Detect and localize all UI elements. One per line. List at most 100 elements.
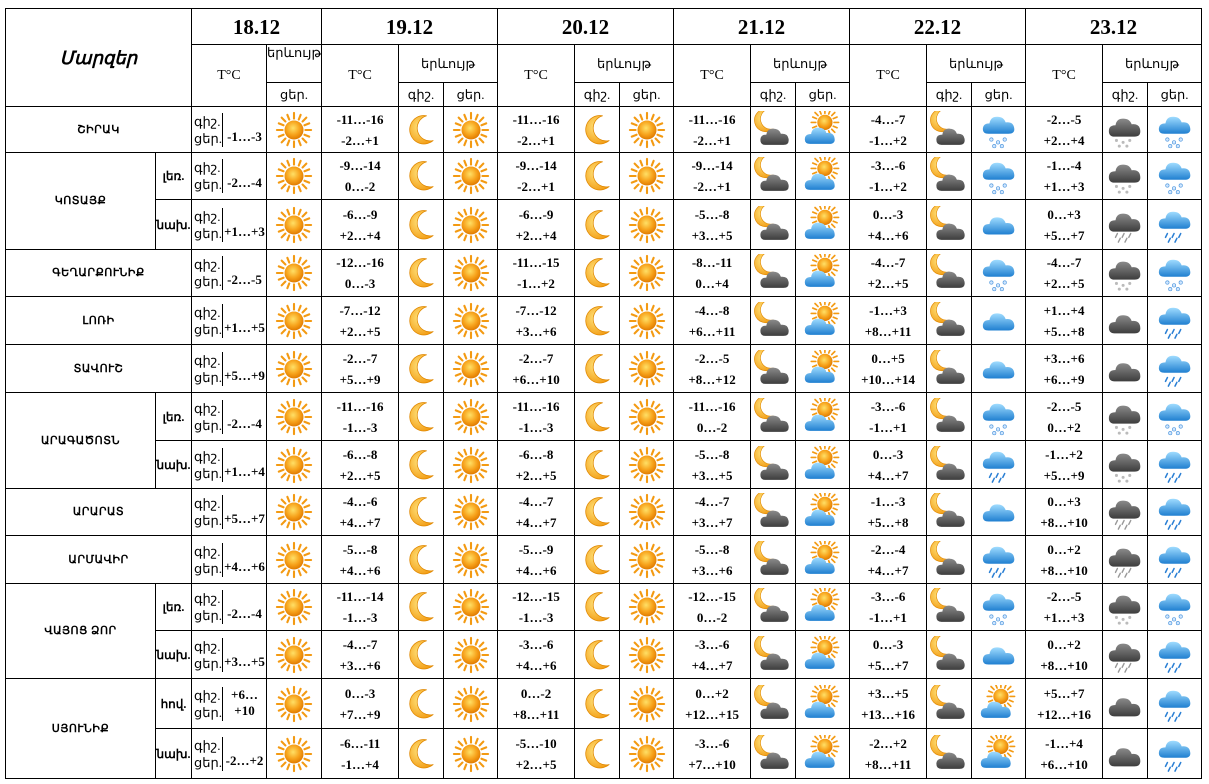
rain-icon [982,451,1014,483]
sun-icon [452,206,490,244]
moon-icon-cell [398,488,445,536]
night-day-label: գիշ. ցեր. [194,736,223,771]
temperature-range: -2…-4 +4…+7 [849,535,928,584]
sun-icon-cell [443,583,499,631]
region-name: ԼՈՌԻ [5,296,192,345]
moon-cloud-icon-cell [750,440,797,489]
temperature-range: -2…+2 +8…+11 [849,728,928,779]
moon-cloud-icon [930,540,965,575]
sun-icon-cell [619,152,675,200]
sun-cloud-icon [804,540,839,574]
temperature-range: -11…-16 -2…+1 [497,106,576,153]
moon-cloud-icon-cell [750,488,797,536]
moon-cloud-icon-cell [926,199,973,250]
temperature-range: -5…-9 +4…+6 [497,535,576,584]
moon-icon-cell [398,630,445,679]
moon-cloud-icon-cell [926,440,973,489]
temperature-value: -2…-4 [227,606,262,621]
time-label: գիշ. ցեր. +1…+3 [191,199,267,250]
dark-cloud-icon-cell [1102,344,1149,393]
rain-icon-cell [1147,678,1203,729]
region-name: ՏԱՎՈՒՇ [5,344,192,393]
rain-icon [1158,355,1190,387]
moon-icon-cell [398,728,445,779]
snow-icon [1158,162,1190,195]
temperature-range: 0…-3 +4…+7 [849,440,928,489]
sun-icon [275,735,313,773]
temperature-range: -4…-8 +6…+11 [673,296,752,345]
moon-icon [402,588,440,626]
sun-cloud-icon-cell [795,392,851,441]
sun-icon-cell [265,152,323,200]
sun-cloud-icon-cell [795,583,851,631]
moon-icon-cell [398,583,445,631]
moon-icon [402,111,440,149]
moon-icon-cell [574,440,621,489]
moon-icon-cell [574,249,621,297]
rain-icon [1158,740,1190,772]
cloud-icon [982,360,1014,378]
moon-cloud-icon-cell [750,344,797,393]
night-day-label: գիշ. ցեր. [194,256,223,290]
sun-icon-cell [619,630,675,679]
moon-cloud-icon [930,445,965,480]
sun-icon [275,111,313,149]
moon-icon-cell [574,344,621,393]
moon-cloud-icon [930,157,965,191]
sun-icon [452,254,490,292]
temperature-range: -4…-7 +2…+5 [849,249,928,297]
dark-cloud-icon-cell [1102,728,1149,779]
sun-cloud-icon [804,635,839,669]
moon-icon-cell [398,152,445,200]
sun-icon [452,111,490,149]
rain-icon-cell [1147,440,1203,489]
temperature-range: -9…-14 -2…+1 [497,152,576,200]
cloud-icon-cell [971,630,1027,679]
moon-cloud-icon [930,684,965,719]
rain-icon [1158,498,1190,530]
temperature-value: +3…+5 [224,653,265,669]
temperature-range: 0…+2 +12…+15 [673,678,752,729]
temperature-range: -4…-7 +3…+6 [321,630,400,679]
day-header: ցեր. [795,82,851,107]
rain-cloud-icon [1108,500,1141,530]
temperature-range: -12…-15 0…-2 [673,583,752,631]
moon-icon [402,157,440,195]
night-day-label: գիշ. ցեր. [194,686,223,721]
time-label: գիշ. ցեր. -2…-4 [191,392,267,441]
date-header: 23.12 [1025,8,1203,45]
moon-icon [402,350,440,388]
moon-cloud-icon [754,205,789,240]
rain-icon [1158,546,1190,578]
moon-icon-cell [574,152,621,200]
day-header: ցեր. [971,82,1027,107]
time-label: գիշ. ցեր. -2…-4 [191,583,267,631]
moon-cloud-icon [754,493,789,527]
sun-icon-cell [265,488,323,536]
moon-icon [578,254,616,292]
moon-icon-cell [574,630,621,679]
night-day-label: գիշ. ցեր. [194,399,223,434]
moon-cloud-icon-cell [926,392,973,441]
moon-icon-cell [574,535,621,584]
cloud-icon-cell [971,296,1027,345]
snow-icon-cell [971,392,1027,441]
sun-cloud-icon [804,588,839,621]
temperature-range: -7…-12 +2…+5 [321,296,400,345]
sun-icon [628,398,666,436]
snow-icon-cell [971,106,1027,153]
night-day-label: գիշ. ցեր. [194,637,223,672]
temperature-range: 0…-3 +4…+6 [849,199,928,250]
sun-icon [452,588,490,626]
temperature-range: +3…+6 +6…+9 [1025,344,1104,393]
sun-icon [628,157,666,195]
temperature-value: +1…+3 [224,223,265,239]
sun-cloud-icon [804,205,839,239]
temperature-range: -2…-5 +8…+12 [673,344,752,393]
temperature-range: -12…-15 -1…-3 [497,583,576,631]
rain-icon [1158,641,1190,673]
night-day-label: գիշ. ցեր. [194,207,223,242]
subregion-name: լեռ. [155,392,192,441]
night-header: գիշ. [926,82,973,107]
moon-icon [578,735,616,773]
